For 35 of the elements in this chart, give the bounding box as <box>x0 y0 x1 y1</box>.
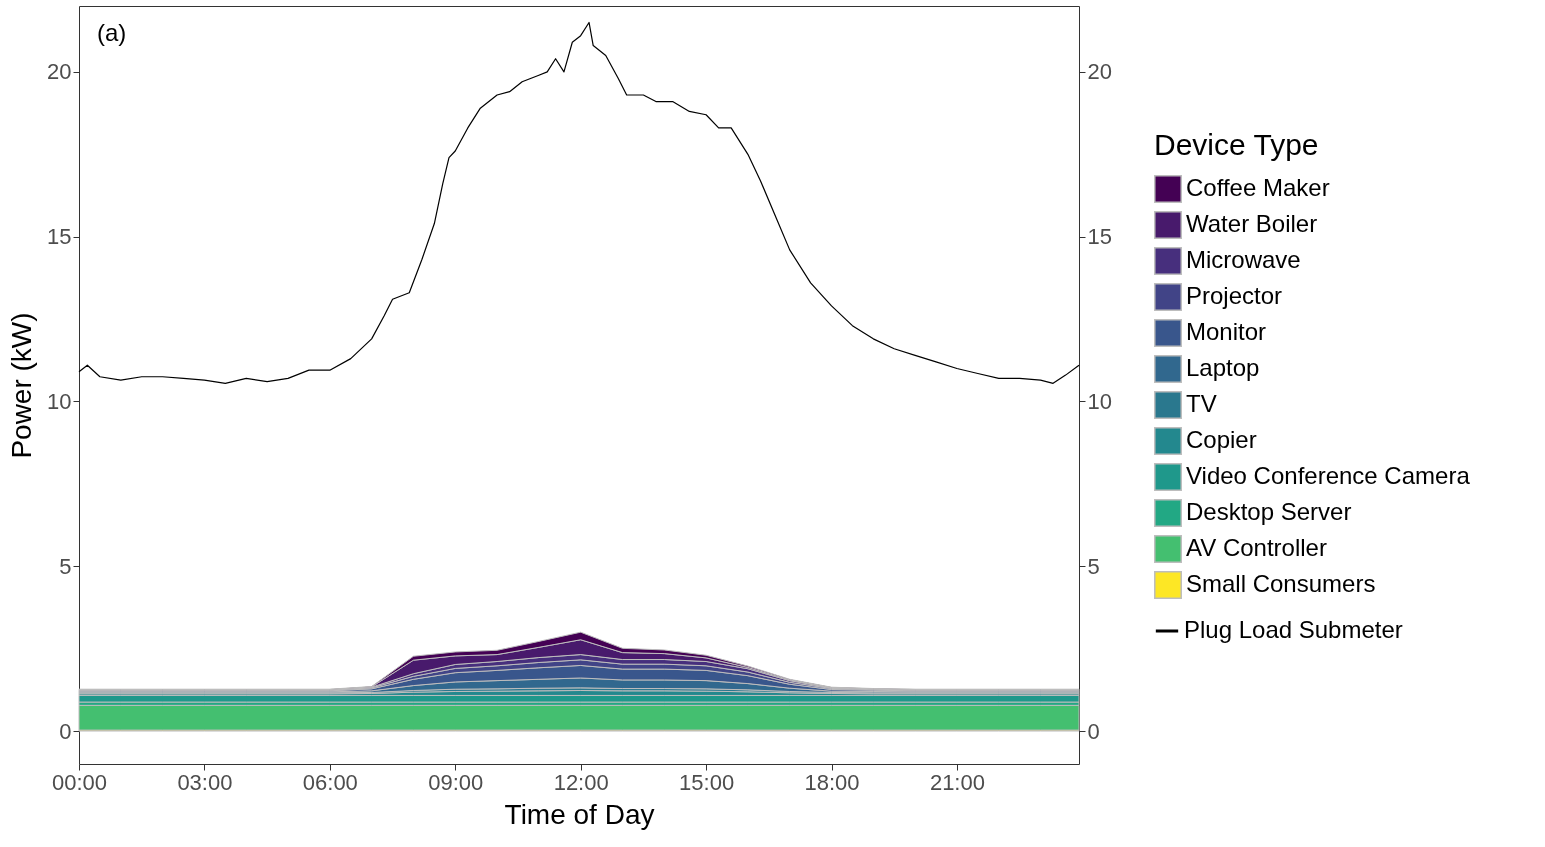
legend-title: Device Type <box>1154 128 1319 161</box>
x-tick-label: 09:00 <box>428 769 484 795</box>
legend-label: AV Controller <box>1186 534 1327 561</box>
y2-tick-label: 0 <box>1087 718 1100 744</box>
y2-tick-label: 20 <box>1087 59 1112 85</box>
legend-label: Microwave <box>1186 246 1301 273</box>
y-tick-label: 10 <box>47 388 72 414</box>
legend-label: Projector <box>1186 282 1283 309</box>
legend-label: Water Boiler <box>1186 210 1318 237</box>
y-tick-label: 20 <box>47 59 72 85</box>
y-axis-title: Power (kW) <box>6 312 38 459</box>
legend-label: Laptop <box>1186 354 1260 381</box>
annotation: (a) <box>97 19 127 46</box>
legend-label: Copier <box>1186 426 1257 453</box>
y-tick-label: 15 <box>47 224 72 250</box>
x-tick-label: 06:00 <box>302 769 358 795</box>
y-tick-label: 0 <box>59 718 72 744</box>
legend-label: Coffee Maker <box>1186 174 1330 201</box>
y2-tick-label: 5 <box>1087 553 1100 579</box>
x-tick-label: 00:00 <box>51 769 108 795</box>
legend-label: Desktop Server <box>1186 498 1352 525</box>
y2-tick-label: 10 <box>1087 388 1112 414</box>
x-tick-label: 21:00 <box>929 769 985 795</box>
y2-tick-label: 15 <box>1087 224 1112 250</box>
x-tick-label: 15:00 <box>679 769 735 795</box>
y-tick-label: 5 <box>59 553 72 579</box>
legend-label: TV <box>1186 390 1217 417</box>
x-axis-title: Time of Day <box>504 798 655 830</box>
x-tick-label: 12:00 <box>553 769 609 795</box>
x-tick-label: 03:00 <box>177 769 233 795</box>
legend-label: Small Consumers <box>1186 570 1376 597</box>
legend-label: Video Conference Camera <box>1186 462 1471 489</box>
legend-label: Monitor <box>1186 318 1267 345</box>
legend-label: Plug Load Submeter <box>1184 616 1403 643</box>
x-tick-label: 18:00 <box>804 769 860 795</box>
